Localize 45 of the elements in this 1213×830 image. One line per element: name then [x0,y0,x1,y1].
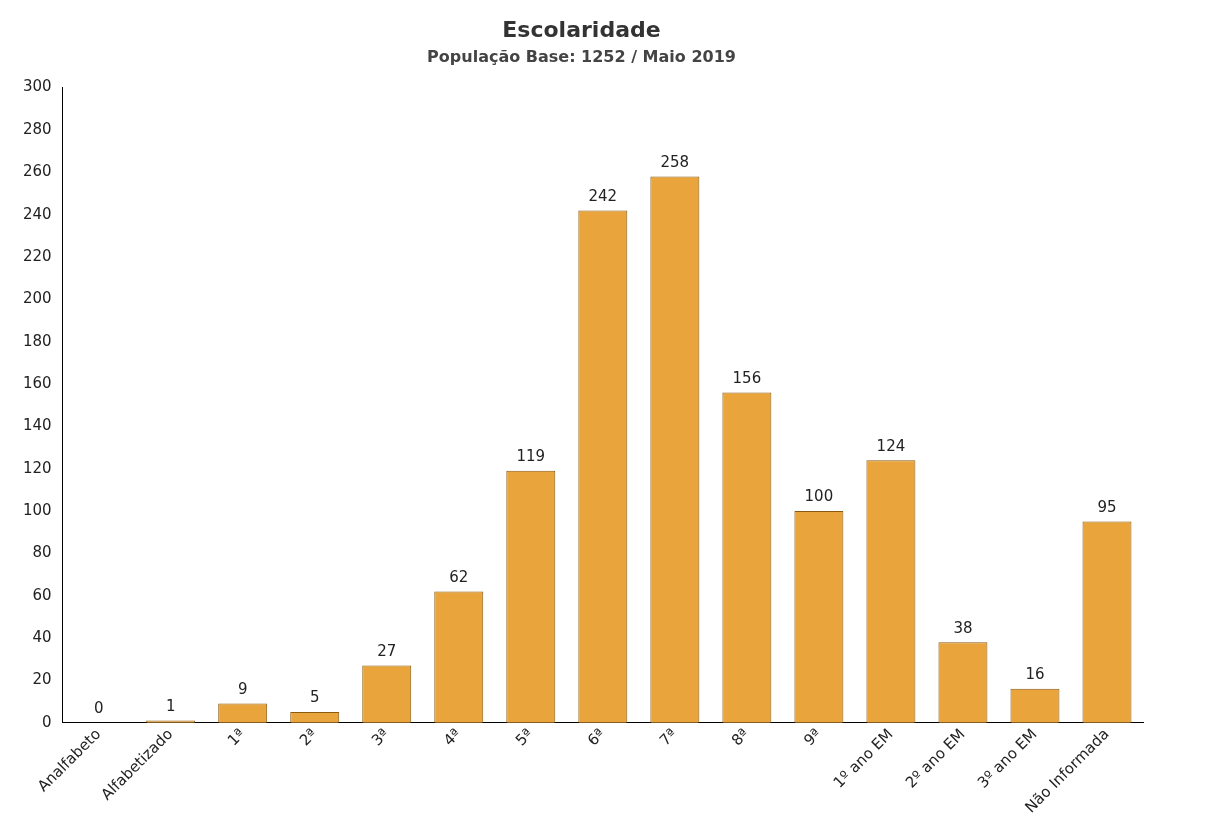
y-tick-label: 180 [22,331,52,350]
x-tick-label: 4ª [439,724,465,750]
data-label: 100 [804,487,834,506]
y-tick-label: 0 [42,712,52,731]
data-label: 16 [1025,665,1045,684]
data-label: 95 [1097,497,1117,516]
chart-title: Escolaridade [502,16,661,42]
x-tick-label: 3º ano EM [973,724,1041,792]
y-tick-label: 240 [22,204,52,223]
data-label: 27 [377,641,397,660]
data-label: 5 [309,688,320,707]
x-tick-label: 3ª [367,724,393,750]
chart-subtitle: População Base: 1252 / Maio 2019 [427,47,736,67]
data-label: 1 [165,696,176,715]
y-tick-label: 100 [22,500,52,519]
y-tick-label: 20 [32,670,52,689]
y-tick-label: 80 [32,543,52,562]
y-tick-label: 260 [22,162,52,181]
data-label: 0 [93,699,104,718]
data-label: 242 [588,186,618,205]
y-tick-label: 120 [22,458,52,477]
y-tick-label: 300 [22,77,52,96]
x-tick-label: 6ª [583,724,609,750]
y-tick-label: 60 [32,585,52,604]
x-tick-label: 5ª [511,724,537,750]
y-tick-label: 280 [22,119,52,138]
data-label: 119 [516,447,546,466]
y-tick-label: 40 [32,627,52,646]
x-tick-label: 2º ano EM [901,724,969,792]
x-tick-label: 2ª [295,724,321,750]
x-tick-label: 9ª [799,724,825,750]
x-tick-label: 8ª [727,724,753,750]
y-tick-label: 160 [22,373,52,392]
data-label: 156 [732,368,762,387]
y-tick-label: 200 [22,289,52,308]
y-tick-label: 140 [22,416,52,435]
data-label: 258 [660,152,690,171]
x-tick-label: 1ª [223,724,249,750]
y-tick-label: 220 [22,246,52,265]
x-tick-label: 1º ano EM [829,724,897,792]
data-label: 124 [876,436,906,455]
data-label: 62 [449,567,469,586]
data-label: 9 [237,680,248,698]
data-label: 38 [953,618,973,637]
x-tick-label: 7ª [655,724,681,750]
